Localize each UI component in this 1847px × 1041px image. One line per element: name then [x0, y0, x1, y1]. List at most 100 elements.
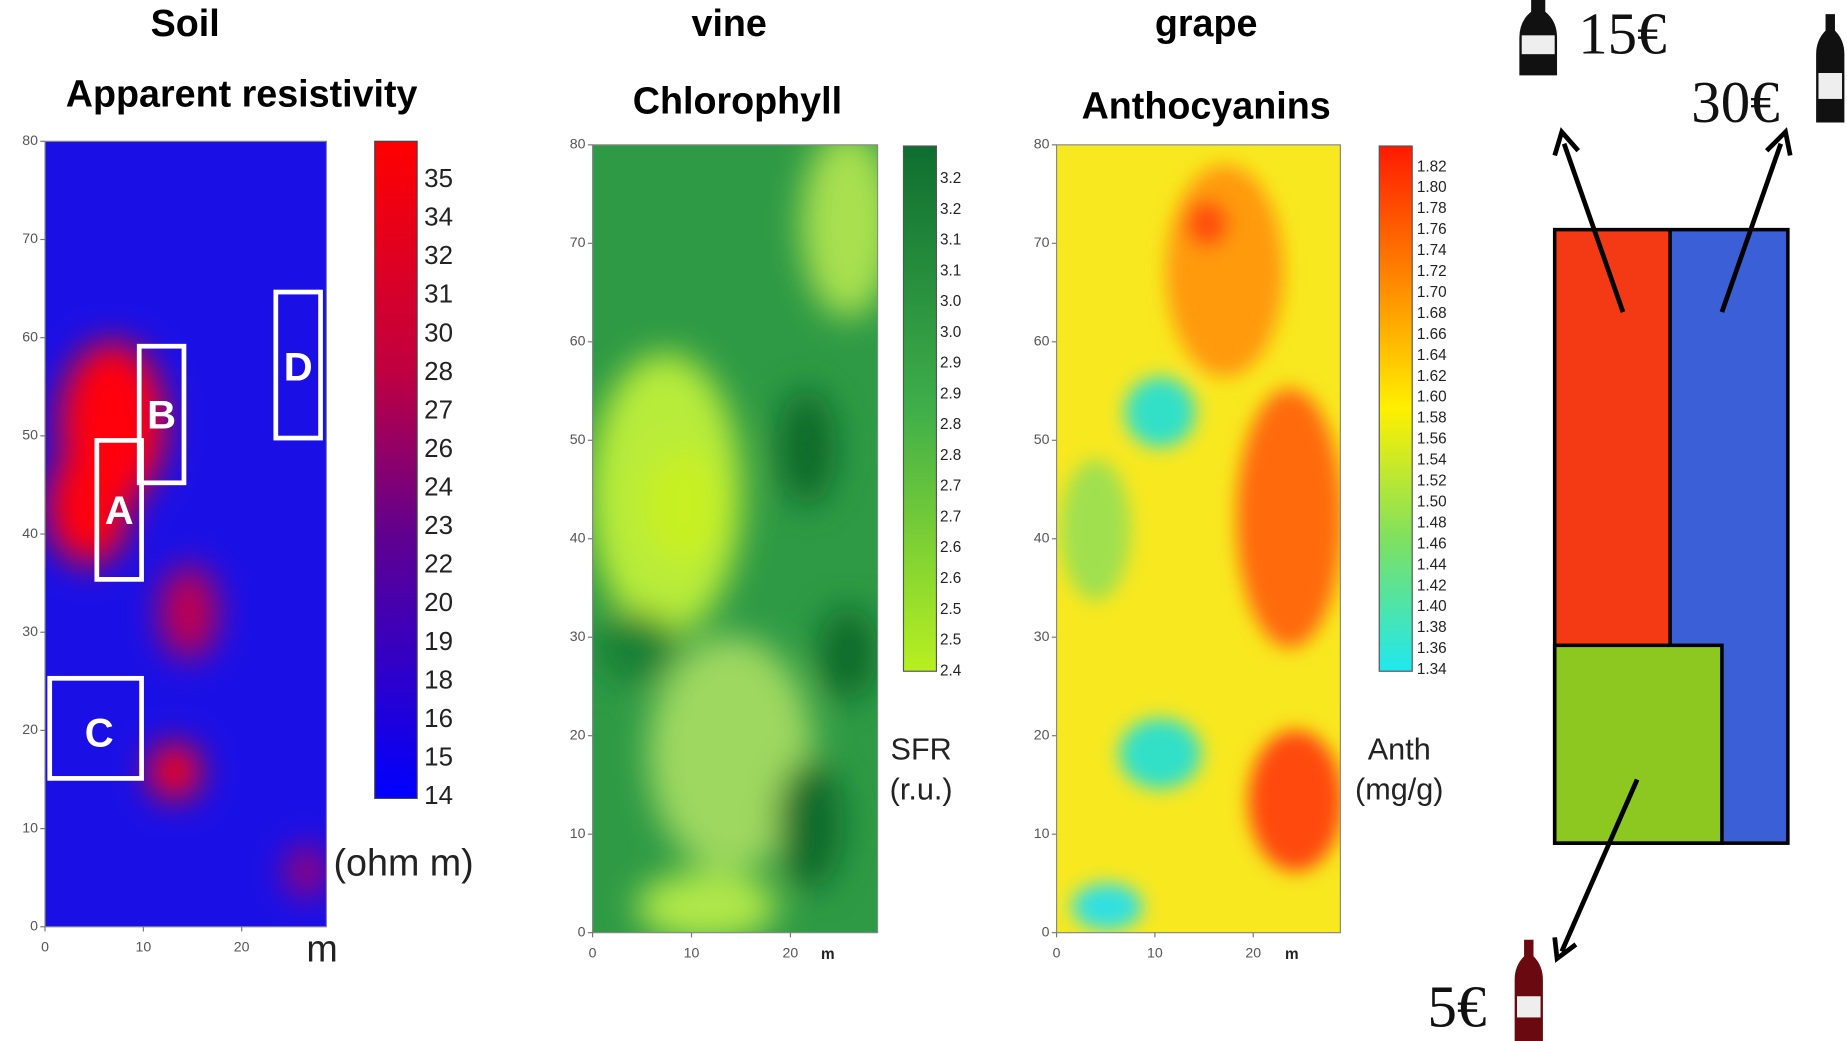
- map-blob: [1186, 200, 1229, 248]
- colorbar-label: 1.64: [1417, 347, 1447, 364]
- map-blob: [148, 743, 201, 800]
- bottles: [1514, 0, 1845, 1041]
- colorbar-label: 1.66: [1417, 326, 1447, 343]
- y-tick-label: 70: [1034, 234, 1050, 250]
- zone-label: D: [284, 345, 313, 389]
- map-blob: [647, 635, 813, 872]
- x-tick-label: 10: [684, 945, 700, 961]
- y-tick-label: 30: [1034, 628, 1050, 644]
- y-tick-label: 50: [570, 431, 586, 447]
- map-blob: [1071, 883, 1143, 931]
- colorbar-label: 31: [424, 281, 453, 309]
- zone-box: [136, 343, 187, 486]
- colorbar-label: 1.76: [1417, 221, 1447, 238]
- price-label: 30€: [1691, 70, 1779, 135]
- map-blob: [1118, 718, 1202, 789]
- y-tick-label: 20: [1034, 726, 1050, 742]
- map-blob: [285, 845, 327, 898]
- colorbar-label: 1.80: [1417, 179, 1447, 196]
- y-tick-label: 50: [22, 427, 38, 443]
- zones: [47, 289, 323, 781]
- colorbar-label: 2.5: [940, 632, 961, 649]
- map-blob: [801, 144, 878, 318]
- x-tick-label: 10: [135, 939, 151, 955]
- price-label: 5€: [1428, 974, 1487, 1039]
- colorbar-label: 1.74: [1417, 242, 1447, 259]
- colorbar-label: 35: [424, 165, 453, 193]
- unit-label: SFR: [891, 732, 952, 766]
- zone-15: [1554, 229, 1671, 646]
- map-blob: [1236, 388, 1341, 648]
- zone-box: [94, 438, 144, 582]
- bottle: [1816, 14, 1845, 123]
- x-tick-label: 20: [234, 939, 250, 955]
- y-tick-label: 20: [22, 721, 38, 737]
- panel-header: vine: [692, 2, 767, 44]
- y-tick-label: 10: [1034, 825, 1050, 841]
- colorbar-label: 1.54: [1417, 452, 1447, 469]
- map-blob: [636, 871, 778, 933]
- colorbar-label: 28: [424, 358, 453, 386]
- arrow: [1559, 778, 1640, 953]
- y-tick-label: 70: [570, 234, 586, 250]
- unit-label: (ohm m): [334, 841, 474, 883]
- y-tick-label: 10: [570, 825, 586, 841]
- colorbar-label: 22: [424, 551, 453, 579]
- colorbar-label: 14: [424, 782, 453, 810]
- x-tick-label: 0: [41, 939, 49, 955]
- colorbar-label: 23: [424, 512, 453, 540]
- colorbar-label: 3.1: [940, 232, 961, 249]
- y-tick-label: 10: [22, 819, 38, 835]
- map-blob: [594, 612, 678, 684]
- colorbar-label: 1.62: [1417, 368, 1447, 385]
- colorbar-label: 1.46: [1417, 535, 1447, 552]
- colorbar-label: 1.70: [1417, 284, 1447, 301]
- resistivity-map: [45, 141, 327, 927]
- y-tick-label: 40: [1034, 529, 1050, 545]
- map-blob: [642, 447, 725, 566]
- colorbar-label: 1.82: [1417, 158, 1447, 175]
- colorbar-label: 32: [424, 242, 453, 270]
- zone-box: [273, 289, 323, 441]
- x-unit: m: [1285, 946, 1299, 963]
- zone-label: B: [147, 394, 176, 438]
- colorbar-label: 1.50: [1417, 493, 1447, 510]
- chlorophyll-map: [592, 144, 878, 933]
- unit-label: Anth: [1368, 732, 1431, 766]
- y-tick-label: 70: [22, 230, 38, 246]
- colorbar-label: 26: [424, 435, 453, 463]
- colorbar-label: 1.60: [1417, 389, 1447, 406]
- colorbar-label: 1.56: [1417, 431, 1447, 448]
- unit-label: (mg/g): [1355, 772, 1443, 806]
- price-label: 15€: [1578, 2, 1666, 67]
- colorbar-label: 20: [424, 589, 453, 617]
- map-highlights: [1060, 164, 1341, 931]
- y-tick-label: 30: [22, 623, 38, 639]
- map-blob: [1248, 730, 1341, 872]
- colorbar-label: 15: [424, 744, 453, 772]
- zone-label: C: [85, 712, 114, 756]
- arrow-head: [1552, 127, 1581, 157]
- arrow: [1719, 142, 1784, 313]
- y-tick-label: 60: [1034, 333, 1050, 349]
- panel-title: Apparent resistivity: [66, 73, 418, 115]
- zone-5: [1554, 645, 1722, 844]
- panel-title: Chlorophyll: [633, 80, 842, 122]
- y-tick-label: 0: [30, 918, 38, 934]
- panel-title: Anthocyanins: [1082, 84, 1331, 126]
- colorbar-label: 2.8: [940, 416, 961, 433]
- y-tick-label: 80: [570, 136, 586, 152]
- colorbar-label: 34: [424, 204, 453, 232]
- x-tick-label: 10: [1147, 945, 1163, 961]
- x-tick-label: 0: [589, 945, 597, 961]
- unit-label: (r.u.): [890, 772, 953, 806]
- x-tick-label: 20: [1245, 945, 1261, 961]
- colorbar-label: 2.6: [940, 539, 961, 556]
- colorbar-label: 3.0: [940, 324, 961, 341]
- y-tick-label: 0: [578, 923, 586, 939]
- colorbar-label: 1.36: [1417, 640, 1447, 657]
- bottle-label: [1521, 35, 1555, 55]
- arrows: [1552, 127, 1793, 963]
- map-blob: [1060, 459, 1131, 601]
